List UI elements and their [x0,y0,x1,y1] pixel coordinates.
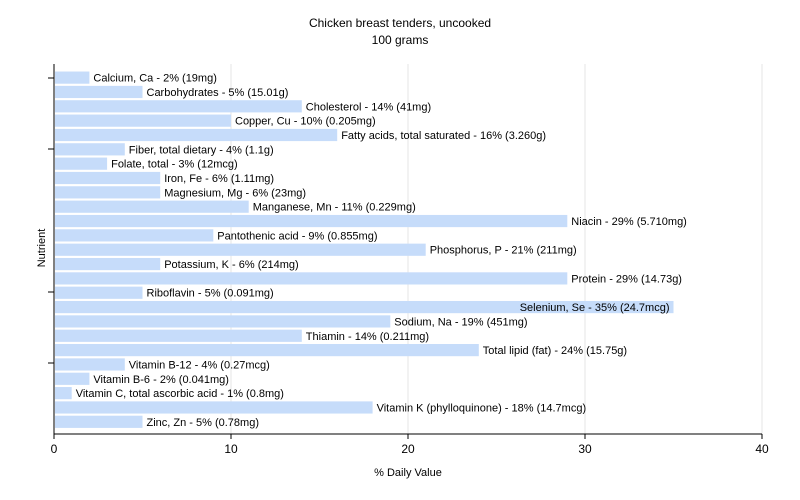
bar [55,415,143,428]
bar [55,157,108,170]
bar-label: Vitamin K (phylloquinone) - 18% (14.7mcg… [377,402,587,414]
bar-label: Manganese, Mn - 11% (0.229mg) [253,202,416,214]
bars [55,71,674,428]
x-tick-label: 10 [224,442,238,456]
bar-label: Sodium, Na - 19% (451mg) [394,316,527,328]
bar [55,329,302,342]
bar [55,344,479,357]
bar [55,272,568,285]
bar [55,300,674,314]
bar-label: Niacin - 29% (5.710mg) [571,216,687,228]
x-tick-label: 0 [51,442,58,456]
bar-label: Riboflavin - 5% (0.091mg) [147,288,274,300]
bar [55,401,373,414]
bar [55,387,72,400]
bar [55,243,426,256]
bar-label: Vitamin B-6 - 2% (0.041mg) [93,374,229,386]
x-tick-label: 40 [755,442,769,456]
chart-title: Chicken breast tenders, uncooked [308,16,492,30]
bar [55,85,143,99]
bar-label: Fiber, total dietary - 4% (1.1g) [129,144,274,156]
bar [55,358,125,371]
y-axis-label: Nutrient [36,229,48,268]
bar [55,315,391,328]
bar-labels: Calcium, Ca - 2% (19mg) Carbohydrates - 5… [76,73,687,429]
bar [55,186,161,199]
bar [55,286,143,299]
bar-label: Iron, Fe - 6% (1.11mg) [164,173,274,185]
bar-label: Selenium, Se - 35% (24.7mcg) [520,302,670,314]
bar-label: Potassium, K - 6% (214mg) [164,259,299,271]
bar-label: Folate, total - 3% (12mcg) [111,159,238,171]
bar [55,257,161,271]
x-axis-label: % Daily Value [374,467,442,479]
bar [55,114,231,127]
bar-label: Protein - 29% (14.73g) [571,273,682,285]
bar-label: Copper, Cu - 10% (0.205mg) [235,116,376,128]
bar-label: Zinc, Zn - 5% (0.78mg) [147,417,259,429]
chart-subtitle: 100 grams [371,33,429,47]
bar [55,214,568,228]
bar-label: Cholesterol - 14% (41mg) [306,101,431,113]
bar [55,171,161,185]
bar-label: Total lipid (fat) - 24% (15.75g) [483,345,627,357]
bar-label: Carbohydrates - 5% (15.01g) [147,87,289,99]
bar-label: Vitamin B-12 - 4% (0.27mcg) [129,359,270,371]
bar-label: Phosphorus, P - 21% (211mg) [430,245,577,257]
bar-label: Calcium, Ca - 2% (19mg) [93,73,216,85]
bar-label: Vitamin C, total ascorbic acid - 1% (0.8… [76,388,284,400]
bar [55,200,249,213]
x-tick-label: 20 [401,442,415,456]
x-tick-label: 30 [578,442,592,456]
bar [55,128,338,142]
bar-label: Fatty acids, total saturated - 16% (3.26… [341,130,546,142]
bar-label: Pantothenic acid - 9% (0.855mg) [217,230,377,242]
bar-label: Magnesium, Mg - 6% (23mg) [164,187,306,199]
bar-label: Thiamin - 14% (0.211mg) [306,331,429,343]
bar [55,100,302,113]
bar [55,229,214,242]
bar [55,71,90,84]
bar [55,143,125,156]
axes: 0 10 20 30 40 [48,64,769,456]
bar [55,372,90,385]
